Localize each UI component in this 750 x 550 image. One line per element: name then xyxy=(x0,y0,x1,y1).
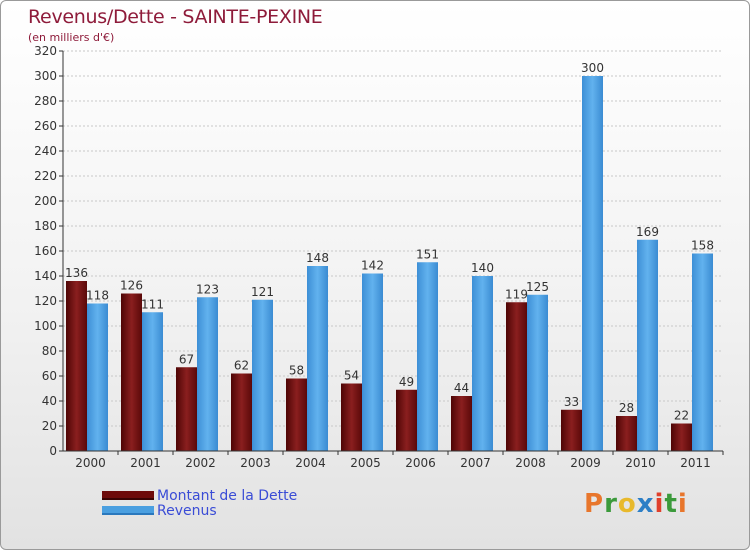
x-tick-label: 2009 xyxy=(570,456,601,470)
proxiti-logo: Proxiti xyxy=(584,489,688,519)
data-label-revenus: 111 xyxy=(141,297,164,311)
data-label-revenus: 142 xyxy=(361,259,384,273)
data-label-revenus: 148 xyxy=(306,251,329,265)
bar-revenus xyxy=(252,299,273,451)
y-tick-label: 240 xyxy=(34,144,57,158)
legend-swatch-revenus xyxy=(102,506,154,515)
x-tick-label: 2007 xyxy=(460,456,491,470)
y-tick-label: 20 xyxy=(42,419,57,433)
logo-letter: i xyxy=(654,489,665,519)
logo-letter: r xyxy=(604,489,618,519)
legend-item-revenus: Revenus xyxy=(102,503,297,518)
data-label-dette: 67 xyxy=(179,352,194,366)
logo-letter: i xyxy=(677,489,688,519)
data-label-dette: 44 xyxy=(454,381,469,395)
data-label-revenus: 118 xyxy=(86,289,109,303)
logo-letter: t xyxy=(664,489,678,519)
x-tick-label: 2002 xyxy=(185,456,216,470)
bar-dette xyxy=(616,416,637,451)
bar-dette xyxy=(341,383,362,451)
bar-revenus xyxy=(472,276,493,451)
data-label-dette: 58 xyxy=(289,364,304,378)
x-tick-label: 2011 xyxy=(680,456,711,470)
data-label-revenus: 123 xyxy=(196,282,219,296)
y-tick-label: 300 xyxy=(34,69,57,83)
bar-revenus xyxy=(417,262,438,451)
bar-revenus xyxy=(307,266,328,451)
data-label-revenus: 140 xyxy=(471,261,494,275)
x-tick-label: 2004 xyxy=(295,456,326,470)
bar-revenus xyxy=(87,303,108,451)
data-label-dette: 22 xyxy=(674,409,689,423)
bar-dette xyxy=(671,423,692,451)
bar-dette xyxy=(561,409,582,451)
y-tick-label: 60 xyxy=(42,369,57,383)
y-tick-label: 320 xyxy=(34,44,57,58)
data-label-dette: 126 xyxy=(120,279,143,293)
bar-revenus xyxy=(527,294,548,451)
y-tick-label: 200 xyxy=(34,194,57,208)
x-tick-label: 2001 xyxy=(130,456,161,470)
data-label-dette: 54 xyxy=(344,369,359,383)
logo-letter: P xyxy=(584,489,605,519)
bar-revenus xyxy=(582,76,603,451)
bar-dette xyxy=(451,396,472,451)
chart-subtitle: (en milliers d'€) xyxy=(28,31,115,44)
legend-label-dette: Montant de la Dette xyxy=(157,487,298,504)
x-tick-label: 2010 xyxy=(625,456,656,470)
chart-title: Revenus/Dette - SAINTE-PEXINE xyxy=(28,6,323,28)
data-label-dette: 49 xyxy=(399,375,414,389)
logo-letter: x xyxy=(636,489,655,519)
data-label-revenus: 121 xyxy=(251,285,274,299)
y-tick-label: 40 xyxy=(42,394,57,408)
data-label-revenus: 125 xyxy=(526,280,549,294)
x-tick-label: 2003 xyxy=(240,456,271,470)
x-tick-label: 2000 xyxy=(75,456,106,470)
data-label-revenus: 151 xyxy=(416,247,439,261)
y-tick-label: 180 xyxy=(34,219,57,233)
bar-revenus xyxy=(637,239,658,451)
bar-revenus xyxy=(362,273,383,451)
bar-dette xyxy=(176,367,197,451)
y-tick-label: 100 xyxy=(34,319,57,333)
y-tick-label: 140 xyxy=(34,269,57,283)
bar-dette xyxy=(121,293,142,451)
legend-item-dette: Montant de la Dette xyxy=(102,488,297,503)
bar-revenus xyxy=(142,312,163,451)
y-tick-label: 160 xyxy=(34,244,57,258)
y-tick-label: 280 xyxy=(34,94,57,108)
data-label-revenus: 300 xyxy=(581,61,604,75)
data-label-dette: 62 xyxy=(234,359,249,373)
data-label-dette: 119 xyxy=(505,287,528,301)
legend-swatch-dette xyxy=(102,491,154,500)
bar-dette xyxy=(231,373,252,451)
bar-dette xyxy=(396,389,417,451)
x-tick-label: 2006 xyxy=(405,456,436,470)
x-tick-label: 2005 xyxy=(350,456,381,470)
x-tick-label: 2008 xyxy=(515,456,546,470)
bar-dette xyxy=(506,302,527,451)
legend: Montant de la Dette Revenus xyxy=(102,488,297,518)
y-tick-label: 220 xyxy=(34,169,57,183)
data-label-revenus: 169 xyxy=(636,225,659,239)
bar-revenus xyxy=(692,253,713,451)
data-label-revenus: 158 xyxy=(691,239,714,253)
bar-dette xyxy=(286,378,307,451)
y-tick-label: 0 xyxy=(49,444,57,458)
data-label-dette: 28 xyxy=(619,401,634,415)
y-tick-label: 80 xyxy=(42,344,57,358)
legend-label-revenus: Revenus xyxy=(157,502,217,519)
y-tick-label: 120 xyxy=(34,294,57,308)
logo-letter: o xyxy=(617,489,637,519)
data-label-dette: 136 xyxy=(65,266,88,280)
bar-revenus xyxy=(197,297,218,451)
bar-dette xyxy=(66,281,87,451)
y-tick-label: 260 xyxy=(34,119,57,133)
data-label-dette: 33 xyxy=(564,395,579,409)
